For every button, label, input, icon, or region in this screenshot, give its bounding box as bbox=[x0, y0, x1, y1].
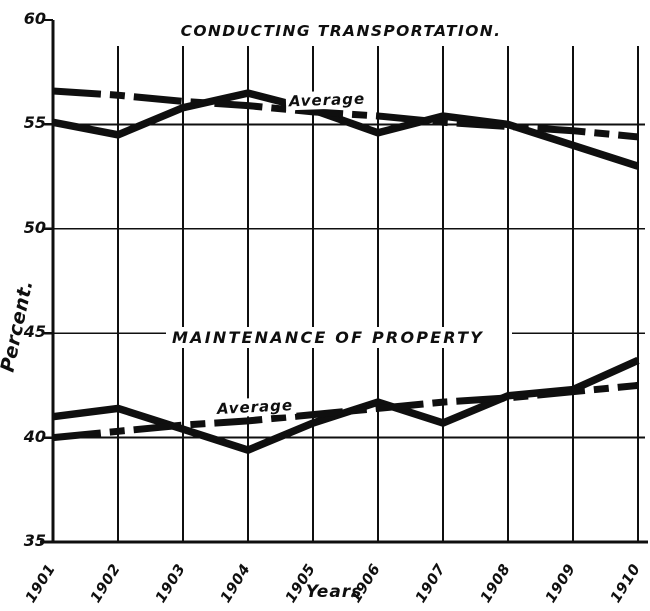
y-tick-label-55: 55 bbox=[23, 113, 46, 133]
y-tick-label-45: 45 bbox=[23, 322, 46, 342]
x-axis-title: Years bbox=[305, 582, 363, 602]
series-line-conducting-transportation-average bbox=[52, 87, 639, 141]
y-tick-label-35: 35 bbox=[23, 531, 46, 550]
average-line-label-top: Average bbox=[285, 89, 369, 111]
series-line-conducting-transportation-annual bbox=[52, 89, 640, 170]
series-line-maintenance-of-property-annual bbox=[52, 356, 640, 455]
panel-title-maintenance-of-property: MAINTENANCE OF PROPERTY bbox=[165, 327, 491, 348]
y-tick-label-40: 40 bbox=[23, 426, 46, 446]
y-tick-label-60: 60 bbox=[23, 9, 46, 28]
series-line-maintenance-of-property-average bbox=[52, 381, 639, 442]
gridlines bbox=[40, 18, 648, 544]
y-tick-label-50: 50 bbox=[23, 217, 46, 237]
panel-title-conducting-transportation: CONDUCTING TRANSPORTATION. bbox=[174, 21, 508, 41]
